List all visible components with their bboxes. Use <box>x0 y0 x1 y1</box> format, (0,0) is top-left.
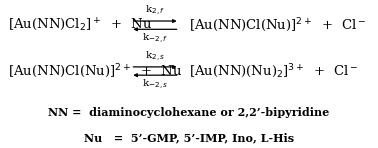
Text: k$_{2,f}$: k$_{2,f}$ <box>145 4 165 18</box>
Text: NN =  diaminocyclohexane or 2,2’-bipyridine: NN = diaminocyclohexane or 2,2’-bipyridi… <box>48 107 330 118</box>
Text: k$_{-2,f}$: k$_{-2,f}$ <box>142 32 168 46</box>
Text: [Au(NN)Cl(Nu)]$^{2+}$  +  Cl$^-$: [Au(NN)Cl(Nu)]$^{2+}$ + Cl$^-$ <box>189 16 367 34</box>
Text: Nu   =  5’-GMP, 5’-IMP, Ino, L-His: Nu = 5’-GMP, 5’-IMP, Ino, L-His <box>84 132 294 143</box>
Text: k$_{-2,s}$: k$_{-2,s}$ <box>142 78 168 92</box>
Text: [Au(NN)Cl$_2$]$^+$  +  Nu: [Au(NN)Cl$_2$]$^+$ + Nu <box>8 17 152 33</box>
Text: [Au(NN)(Nu)$_2$]$^{3+}$  +  Cl$^-$: [Au(NN)(Nu)$_2$]$^{3+}$ + Cl$^-$ <box>189 62 359 80</box>
Text: [Au(NN)Cl(Nu)]$^{2+}$  +  Nu: [Au(NN)Cl(Nu)]$^{2+}$ + Nu <box>8 62 182 80</box>
Text: k$_{2,s}$: k$_{2,s}$ <box>145 50 165 64</box>
